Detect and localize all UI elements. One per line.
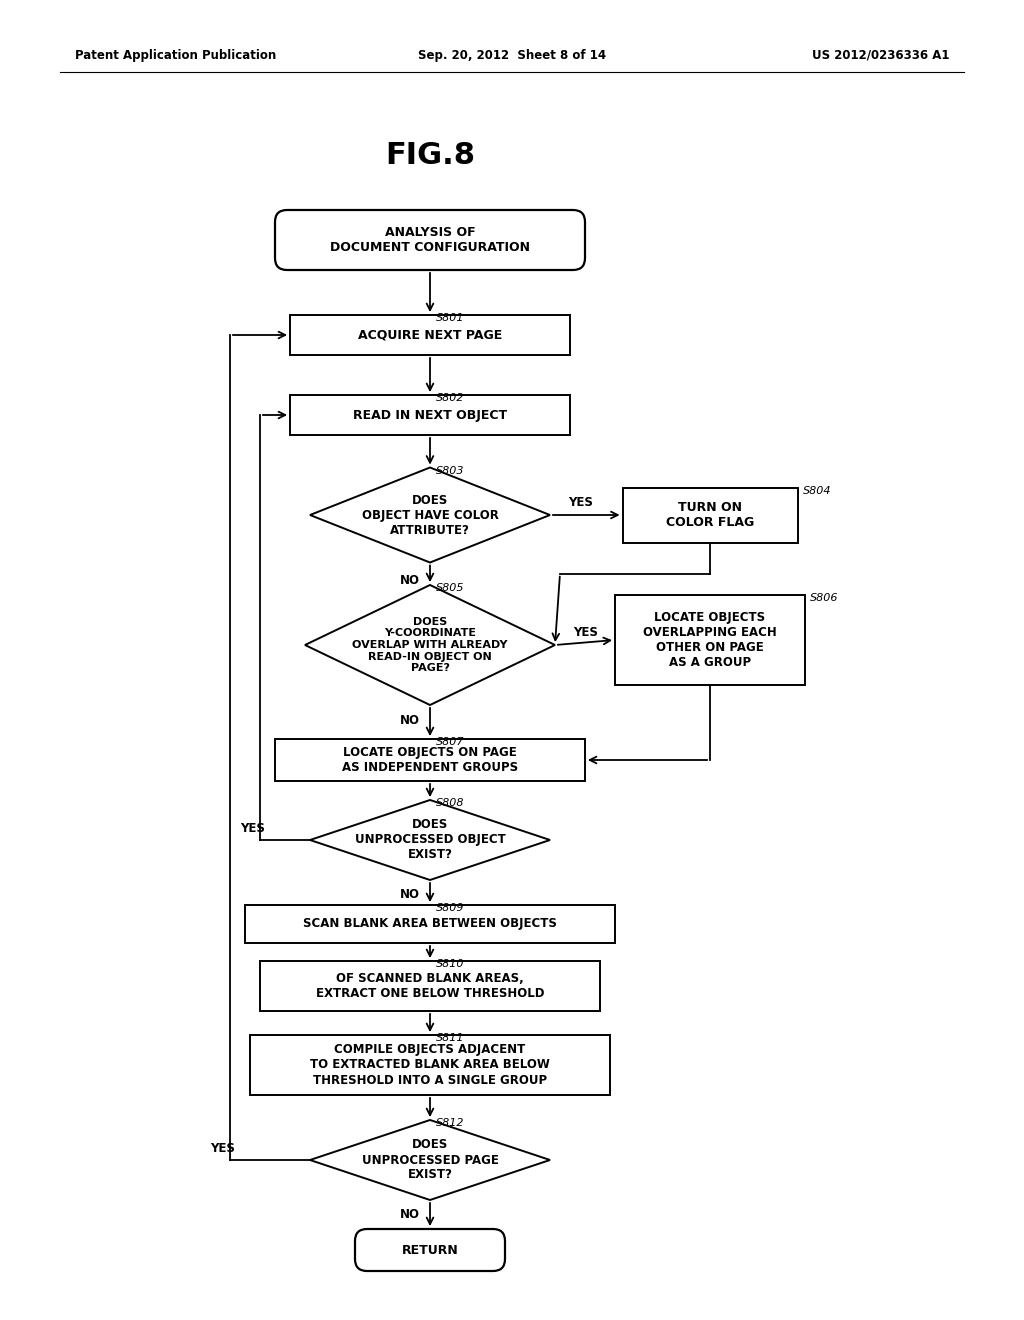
Text: COMPILE OBJECTS ADJACENT
TO EXTRACTED BLANK AREA BELOW
THRESHOLD INTO A SINGLE G: COMPILE OBJECTS ADJACENT TO EXTRACTED BL… bbox=[310, 1044, 550, 1086]
Text: S803: S803 bbox=[436, 466, 465, 475]
Text: Sep. 20, 2012  Sheet 8 of 14: Sep. 20, 2012 Sheet 8 of 14 bbox=[418, 49, 606, 62]
Text: NO: NO bbox=[400, 1209, 420, 1221]
Polygon shape bbox=[310, 800, 550, 880]
Text: S807: S807 bbox=[436, 737, 465, 747]
Text: READ IN NEXT OBJECT: READ IN NEXT OBJECT bbox=[353, 408, 507, 421]
Text: ACQUIRE NEXT PAGE: ACQUIRE NEXT PAGE bbox=[357, 329, 502, 342]
FancyBboxPatch shape bbox=[275, 739, 585, 781]
Text: S808: S808 bbox=[436, 799, 465, 808]
Polygon shape bbox=[305, 585, 555, 705]
Text: DOES
Y-COORDINATE
OVERLAP WITH ALREADY
READ-IN OBJECT ON
PAGE?: DOES Y-COORDINATE OVERLAP WITH ALREADY R… bbox=[352, 616, 508, 673]
Text: S812: S812 bbox=[436, 1118, 465, 1129]
Text: S809: S809 bbox=[436, 903, 465, 913]
Text: FIG.8: FIG.8 bbox=[385, 140, 475, 169]
Text: SCAN BLANK AREA BETWEEN OBJECTS: SCAN BLANK AREA BETWEEN OBJECTS bbox=[303, 917, 557, 931]
Text: NO: NO bbox=[400, 714, 420, 726]
Text: DOES
OBJECT HAVE COLOR
ATTRIBUTE?: DOES OBJECT HAVE COLOR ATTRIBUTE? bbox=[361, 494, 499, 536]
FancyBboxPatch shape bbox=[615, 595, 805, 685]
Text: YES: YES bbox=[210, 1142, 234, 1155]
Text: DOES
UNPROCESSED OBJECT
EXIST?: DOES UNPROCESSED OBJECT EXIST? bbox=[354, 818, 506, 862]
FancyBboxPatch shape bbox=[260, 961, 600, 1011]
FancyBboxPatch shape bbox=[290, 315, 570, 355]
Text: NO: NO bbox=[400, 888, 420, 902]
Text: S801: S801 bbox=[436, 313, 465, 323]
Text: Patent Application Publication: Patent Application Publication bbox=[75, 49, 276, 62]
FancyBboxPatch shape bbox=[275, 210, 585, 271]
Text: YES: YES bbox=[573, 627, 598, 639]
Text: S806: S806 bbox=[810, 593, 839, 603]
FancyBboxPatch shape bbox=[290, 395, 570, 436]
Text: S802: S802 bbox=[436, 393, 465, 403]
Text: S810: S810 bbox=[436, 960, 465, 969]
Text: YES: YES bbox=[240, 821, 265, 834]
Text: DOES
UNPROCESSED PAGE
EXIST?: DOES UNPROCESSED PAGE EXIST? bbox=[361, 1138, 499, 1181]
Text: NO: NO bbox=[400, 574, 420, 587]
FancyBboxPatch shape bbox=[623, 487, 798, 543]
Text: ANALYSIS OF
DOCUMENT CONFIGURATION: ANALYSIS OF DOCUMENT CONFIGURATION bbox=[330, 226, 530, 253]
Polygon shape bbox=[310, 1119, 550, 1200]
Text: OF SCANNED BLANK AREAS,
EXTRACT ONE BELOW THRESHOLD: OF SCANNED BLANK AREAS, EXTRACT ONE BELO… bbox=[315, 972, 544, 1001]
Text: LOCATE OBJECTS
OVERLAPPING EACH
OTHER ON PAGE
AS A GROUP: LOCATE OBJECTS OVERLAPPING EACH OTHER ON… bbox=[643, 611, 777, 669]
Text: S804: S804 bbox=[803, 486, 831, 495]
Text: LOCATE OBJECTS ON PAGE
AS INDEPENDENT GROUPS: LOCATE OBJECTS ON PAGE AS INDEPENDENT GR… bbox=[342, 746, 518, 774]
Text: S805: S805 bbox=[436, 583, 465, 593]
Text: US 2012/0236336 A1: US 2012/0236336 A1 bbox=[812, 49, 950, 62]
Polygon shape bbox=[310, 467, 550, 562]
FancyBboxPatch shape bbox=[250, 1035, 610, 1096]
Text: S811: S811 bbox=[436, 1034, 465, 1043]
FancyBboxPatch shape bbox=[355, 1229, 505, 1271]
Text: YES: YES bbox=[568, 496, 593, 510]
FancyBboxPatch shape bbox=[245, 906, 615, 942]
Text: TURN ON
COLOR FLAG: TURN ON COLOR FLAG bbox=[666, 502, 754, 529]
Text: RETURN: RETURN bbox=[401, 1243, 459, 1257]
